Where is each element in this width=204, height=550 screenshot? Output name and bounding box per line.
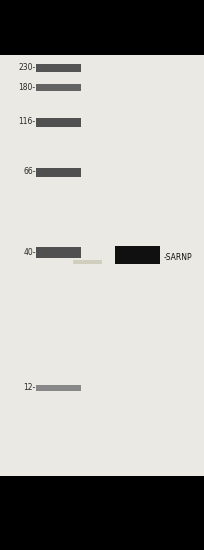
Text: 180-: 180- xyxy=(19,82,36,91)
Bar xyxy=(36,84,81,91)
Bar xyxy=(73,260,102,265)
Bar xyxy=(0,55,204,476)
Text: 40-: 40- xyxy=(23,248,36,256)
Bar xyxy=(0,476,204,550)
Bar xyxy=(0,0,204,55)
Bar xyxy=(36,64,81,72)
Text: 12-: 12- xyxy=(23,383,36,393)
Text: 66-: 66- xyxy=(23,168,36,177)
Bar xyxy=(115,246,160,264)
Text: -SARNP: -SARNP xyxy=(163,254,192,262)
Text: 116-: 116- xyxy=(19,118,36,127)
Bar xyxy=(36,118,81,127)
Bar xyxy=(36,246,81,257)
Bar xyxy=(36,168,81,177)
Bar xyxy=(36,385,81,391)
Text: 230-: 230- xyxy=(18,63,36,73)
